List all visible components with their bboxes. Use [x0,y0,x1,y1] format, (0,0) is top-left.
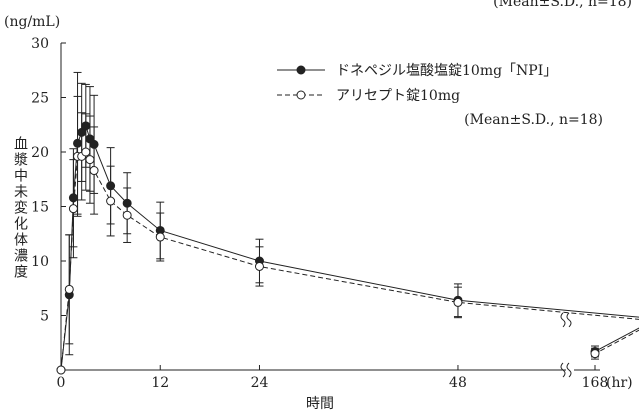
data-point [106,196,116,206]
x-axis-break-mark-1 [566,362,572,378]
data-point [155,232,165,242]
y-tick-label: 10 [31,254,49,270]
x-axis-title: 時間 [306,396,334,412]
legend-label-aricept: アリセプト錠10mg [336,88,460,104]
y-tick-label: 25 [31,91,49,107]
y-tick-labels: 5 10 15 20 25 30 [31,36,66,325]
x-axis-break-mark-0 [560,362,566,378]
legend-marker-npi [296,65,306,75]
legend-marker-aricept [296,90,306,100]
y-tick-label: 15 [31,200,49,216]
legend-label-npi: ドネペジル塩酸塩錠10mg「NPI」 [336,63,557,79]
data-point [254,261,264,271]
y-tick-label: 5 [40,309,49,325]
line-break-mark-0 [560,312,566,328]
x-tick-labels: 012244872168 [57,365,609,391]
legend: ドネペジル塩酸塩錠10mg「NPI」 アリセプト錠10mg (Mean±S.D.… [277,63,603,128]
series-layer [56,71,639,375]
data-point [68,204,78,214]
x-tick-label: 168 [582,375,609,391]
legend-caption: (Mean±S.D., n=18) [464,112,603,128]
data-point [89,166,99,176]
y-tick-label: 20 [31,145,49,161]
data-point [81,147,91,157]
axes [60,43,600,378]
y-tick-label: 30 [31,36,49,52]
series-1 [56,95,639,375]
x-tick-label: 24 [251,375,269,391]
data-point [56,365,66,375]
data-point [64,284,74,294]
data-point [122,210,132,220]
series-line [60,124,639,371]
top-caption: (Mean±S.D., n=18) [493,0,632,10]
x-tick-label: 12 [151,375,169,391]
line-break-mark-1 [566,312,572,328]
data-point [453,297,463,307]
x-unit-label: (hr) [606,375,633,391]
x-tick-label: 0 [57,375,66,391]
x-axis-break [560,312,572,378]
y-axis-title: 血漿中未変化体濃度 [12,136,28,280]
data-point [590,349,600,359]
y-unit-label: (ng/mL) [4,14,60,30]
series-line [60,151,639,371]
data-point [85,155,95,165]
x-tick-label: 48 [449,375,467,391]
